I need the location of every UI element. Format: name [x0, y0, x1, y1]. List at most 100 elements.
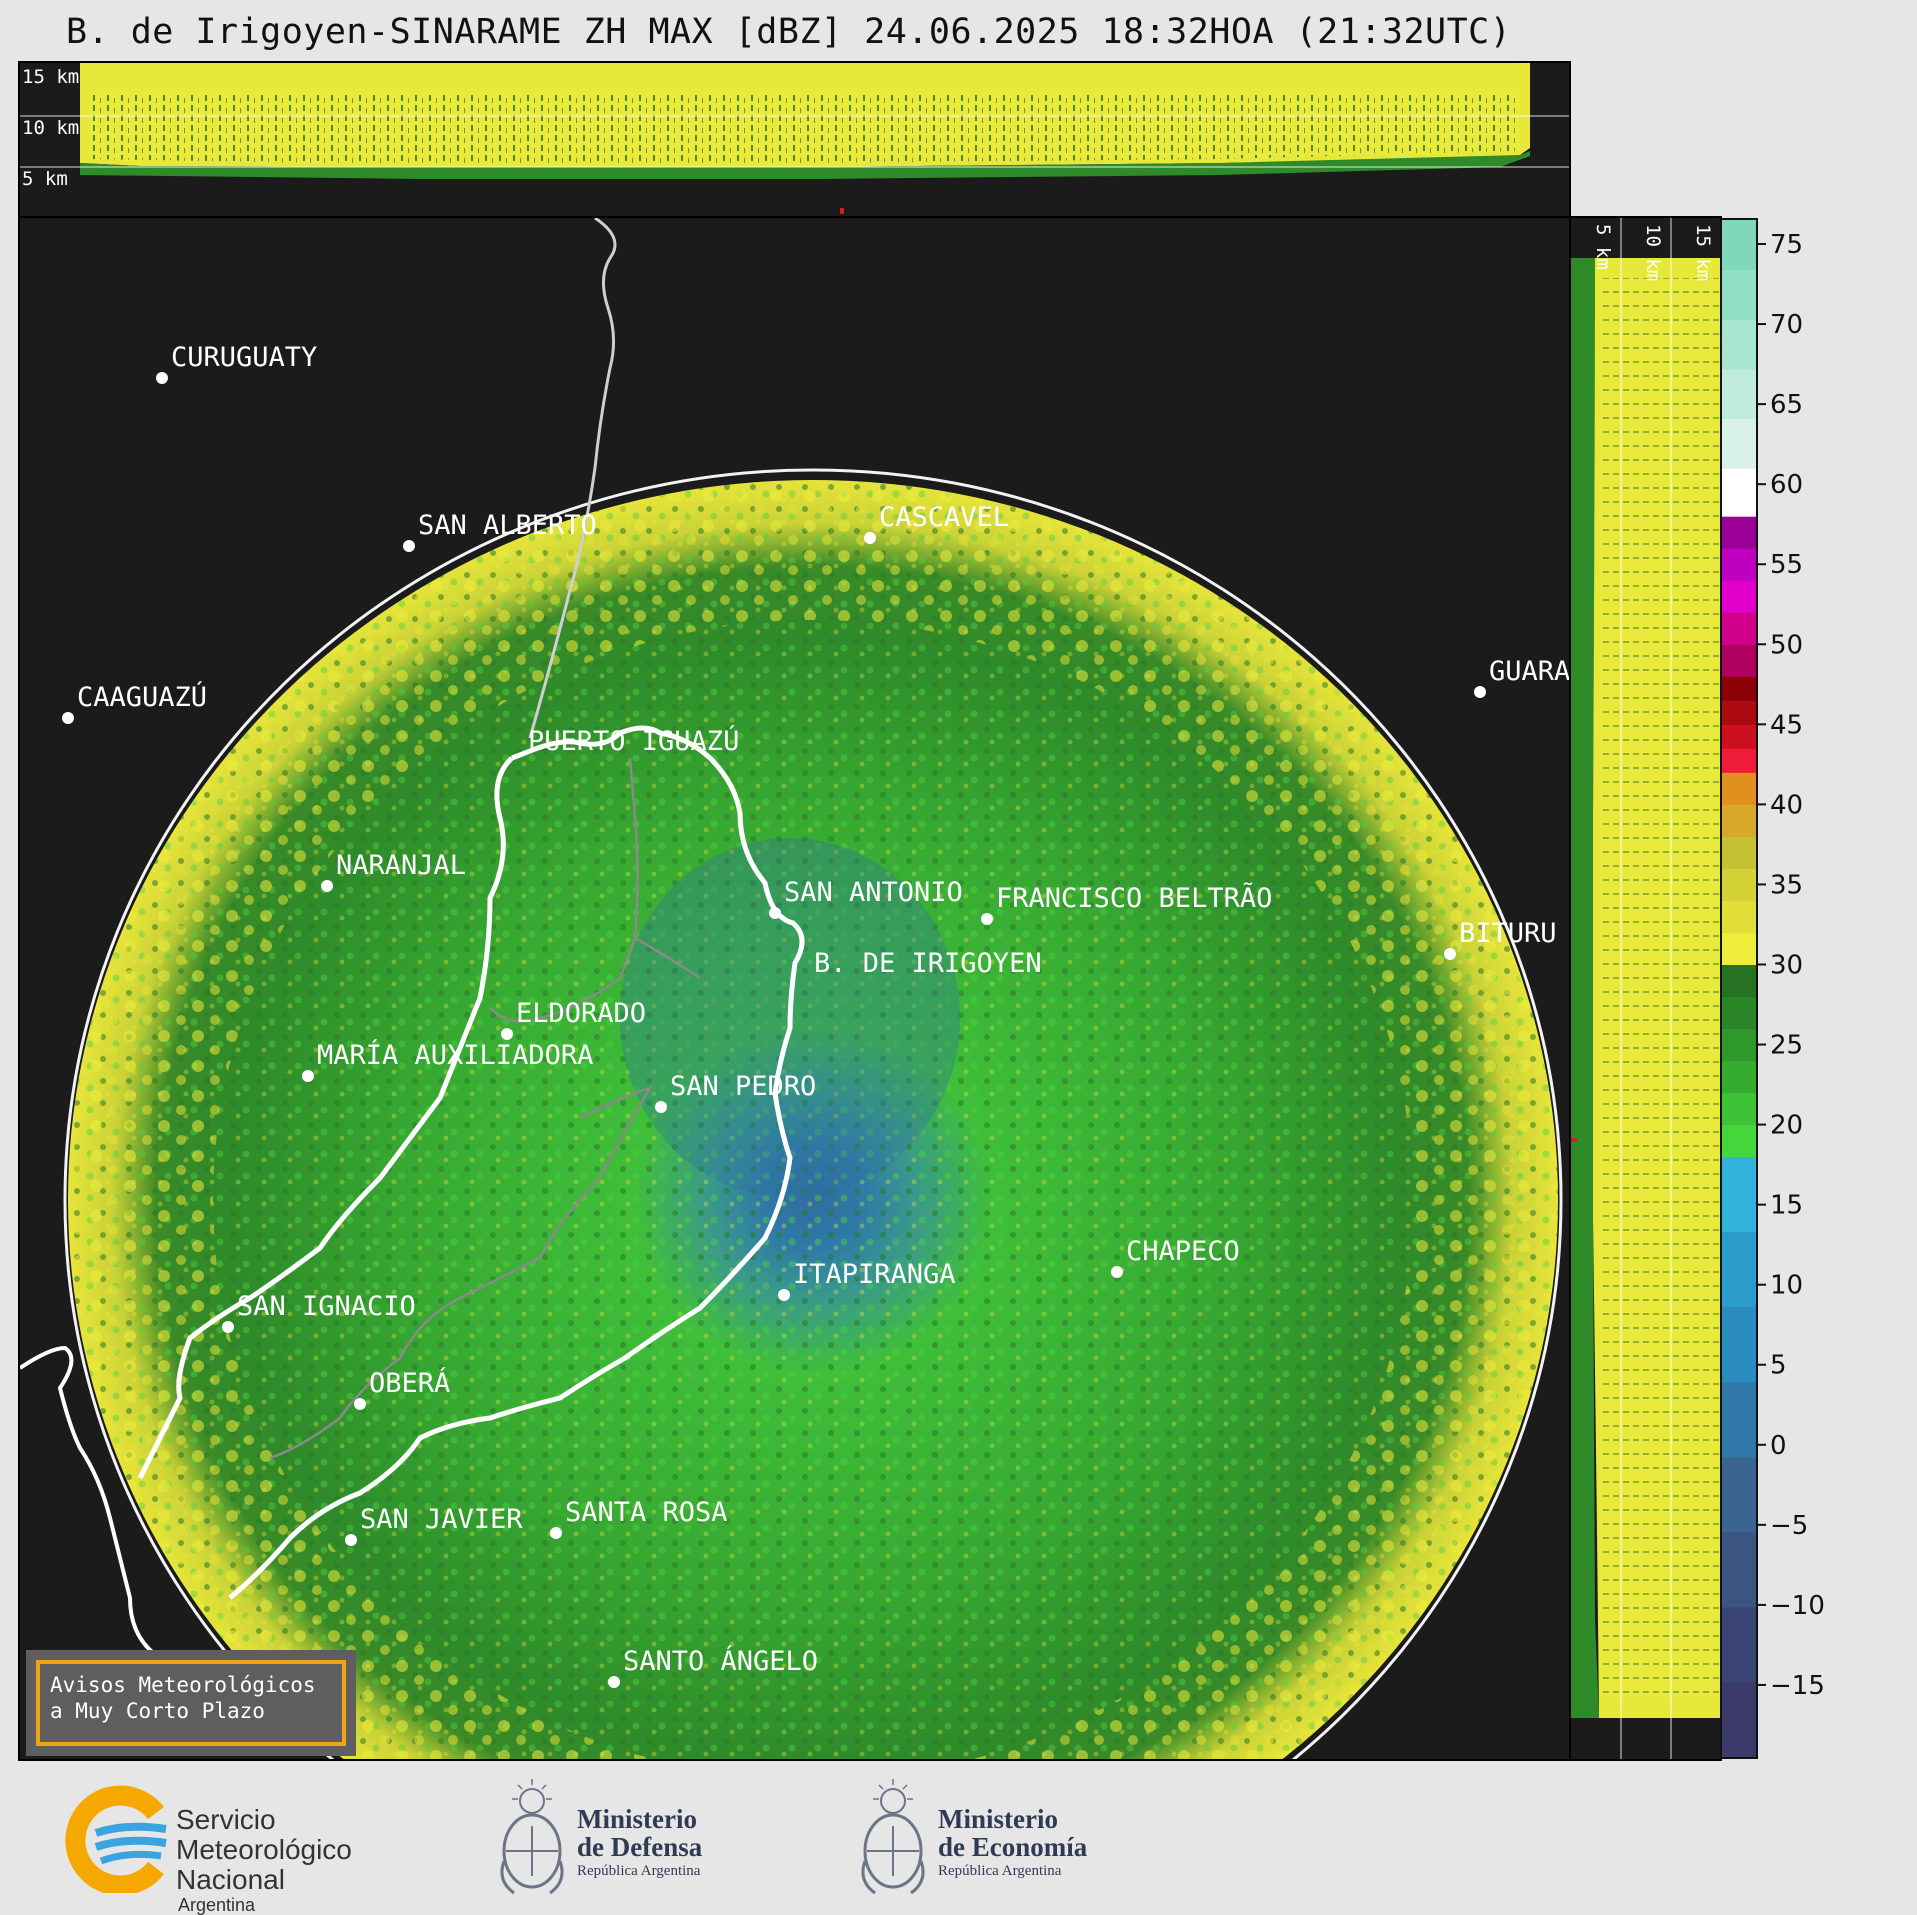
colorbar-band [1722, 1306, 1756, 1383]
city-labels: CURUGUATY SAN ALBERTO CASCAVEL CAAGUAZÚ … [77, 342, 1569, 1677]
colorbar-band [1722, 612, 1756, 645]
colorbar-tick-label: 5 [1770, 1351, 1787, 1381]
city-label-maria-auxiliadora: MARÍA AUXILIADORA [317, 1039, 593, 1071]
city-dot-itapiranga [778, 1289, 790, 1301]
colorbar-band [1722, 1060, 1756, 1094]
radar-map: CURUGUATY SAN ALBERTO CASCAVEL CAAGUAZÚ … [18, 216, 1571, 1761]
city-label-naranjal: NARANJAL [336, 850, 466, 881]
top-label-10km: 10 km [22, 117, 79, 139]
colorbar-band [1722, 548, 1756, 581]
colorbar-band [1722, 1124, 1756, 1158]
top-echo-red-spot [840, 208, 844, 214]
city-label-francisco-beltrao: FRANCISCO BELTRÃO [996, 882, 1272, 914]
city-dot-santo-angelo [608, 1676, 620, 1688]
city-label-chapeco: CHAPECO [1126, 1236, 1240, 1267]
side-label-10km: 10 km [1642, 224, 1664, 281]
ministry-defensa-logo: Ministerio de Defensa República Argentin… [492, 1771, 792, 1901]
side-echo-texture [1601, 278, 1720, 1698]
top-echo-texture [90, 93, 1520, 163]
city-dot-naranjal [321, 880, 333, 892]
border-argentina-paraguay [137, 756, 514, 1480]
colorbar-tick-label: 50 [1770, 630, 1803, 660]
city-label-san-javier: SAN JAVIER [360, 1504, 523, 1535]
city-dot-santa-rosa [550, 1527, 562, 1539]
ministry-defensa-line-1: Ministerio [577, 1804, 697, 1834]
footer: Servicio Meteorológico Nacional Argentin… [0, 1763, 1917, 1915]
colorbar-tick-label: 65 [1770, 390, 1803, 420]
ministry-defensa-text: Ministerio de Defensa República Argentin… [577, 1805, 702, 1881]
city-label-puerto-iguazu: PUERTO IGUAZÚ [528, 725, 739, 757]
smn-line-1: Servicio [176, 1804, 276, 1835]
colorbar-band [1722, 269, 1756, 320]
notice-line-2: a Muy Corto Plazo [50, 1699, 265, 1723]
city-dot-obera [354, 1398, 366, 1410]
colorbar-band [1722, 1456, 1756, 1533]
department-boundaries [269, 757, 701, 1460]
colorbar-band [1722, 319, 1756, 370]
city-label-caaguazu: CAAGUAZÚ [77, 681, 207, 713]
city-markers [62, 372, 1486, 1688]
colorbar-tick-label: −10 [1770, 1591, 1825, 1621]
colorbar-tick-label: 35 [1770, 870, 1803, 900]
chart-title: B. de Irigoyen-SINARAME ZH MAX [dBZ] 24.… [66, 12, 1512, 52]
ministry-economia-logo: Ministerio de Economía República Argenti… [853, 1771, 1153, 1901]
notice-box: Avisos Meteorológicos a Muy Corto Plazo [26, 1650, 356, 1756]
colorbar-band [1722, 644, 1756, 677]
colorbar-band [1722, 1231, 1756, 1308]
colorbar-band [1722, 804, 1756, 837]
colorbar-tick-label: 40 [1770, 790, 1803, 820]
city-dot-san-antonio [769, 907, 781, 919]
city-dot-san-alberto [403, 540, 415, 552]
smn-logo: Servicio Meteorológico Nacional Argentin… [56, 1783, 416, 1915]
notice-line-1: Avisos Meteorológicos [50, 1673, 316, 1697]
national-shield-icon [500, 1779, 564, 1895]
colorbar-band [1722, 1531, 1756, 1608]
colorbar-band [1722, 220, 1756, 271]
city-dot-curuguaty [156, 372, 168, 384]
city-label-santa-rosa: SANTA ROSA [565, 1497, 728, 1528]
colorbar-tick-label: 60 [1770, 470, 1803, 500]
side-height-profile: 5 km 10 km 15 km [1569, 216, 1722, 1761]
side-echo-red-spot [1571, 1138, 1577, 1142]
city-label-santo-angelo: SANTO ÁNGELO [623, 1645, 818, 1677]
city-label-san-antonio: SAN ANTONIO [784, 877, 963, 908]
city-dot-eldorado [501, 1028, 513, 1040]
radar-map-svg: CURUGUATY SAN ALBERTO CASCAVEL CAAGUAZÚ … [20, 218, 1569, 1759]
top-label-5km: 5 km [22, 168, 68, 190]
colorbar-band [1722, 1028, 1756, 1062]
colorbar-band [1722, 900, 1756, 933]
city-label-eldorado: ELDORADO [516, 998, 646, 1029]
ministry-economia-text: Ministerio de Economía República Argenti… [938, 1805, 1087, 1881]
notice-frame: Avisos Meteorológicos a Muy Corto Plazo [36, 1660, 346, 1746]
colorbar [1720, 218, 1758, 1759]
city-label-guara: GUARA [1489, 656, 1569, 687]
city-dot-san-ignacio [222, 1321, 234, 1333]
colorbar-band [1722, 836, 1756, 869]
city-dot-caaguazu [62, 712, 74, 724]
colorbar-band [1722, 1092, 1756, 1126]
colorbar-band [1722, 468, 1756, 517]
top-profile-svg: 15 km 10 km 5 km [20, 63, 1569, 214]
city-label-obera: OBERÁ [369, 1367, 450, 1399]
ministry-economia-line-3: República Argentina [938, 1863, 1062, 1879]
smn-text: Servicio Meteorológico Nacional Argentin… [176, 1805, 352, 1915]
city-dot-francisco-beltrao [981, 913, 993, 925]
ministry-defensa-line-2: de Defensa [577, 1832, 703, 1862]
colorbar-tick-label: 70 [1770, 310, 1803, 340]
colorbar-tick-label: −15 [1770, 1671, 1825, 1701]
range-ring [63, 468, 1563, 1759]
colorbar-band [1722, 580, 1756, 613]
city-dot-san-javier [345, 1534, 357, 1546]
radar-outer-ring-dots [68, 480, 1558, 1759]
top-height-profile: 15 km 10 km 5 km [18, 61, 1571, 218]
city-label-san-alberto: SAN ALBERTO [418, 510, 597, 541]
ministry-economia-line-1: Ministerio [938, 1804, 1058, 1834]
city-dot-chapeco [1111, 1266, 1123, 1278]
colorbar-band [1722, 1606, 1756, 1683]
colorbar-band [1722, 748, 1756, 773]
smn-line-2: Meteorológico [176, 1834, 352, 1865]
colorbar-band [1722, 676, 1756, 701]
colorbar-band [1722, 516, 1756, 549]
colorbar-band [1722, 996, 1756, 1030]
